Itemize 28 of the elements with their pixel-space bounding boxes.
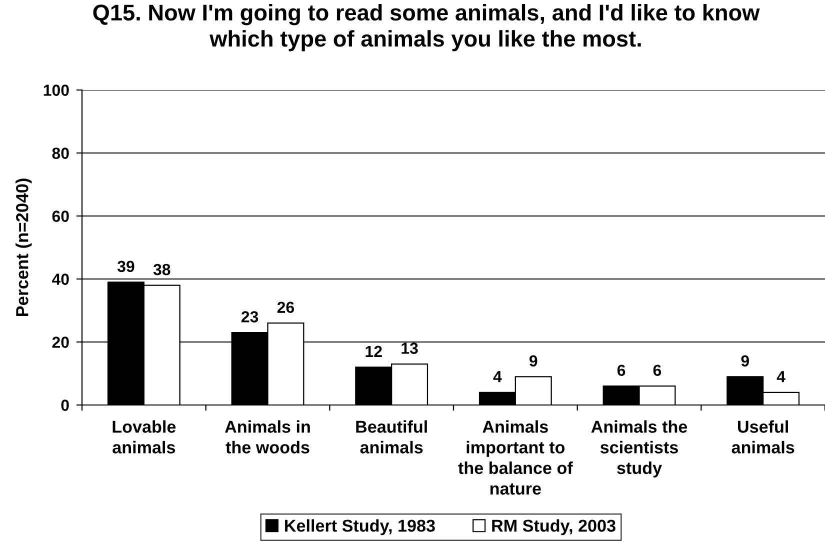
y-tick-label: 20 [52,336,69,348]
data-label: 23 [241,311,258,322]
legend-label: RM Study, 2003 [492,519,616,536]
chart-title: Q15. Now I'm going to read some animals, and I'd like to know which type of animals you like the most. [93,4,760,52]
data-label: 12 [366,346,382,357]
y-tick-label: 60 [52,210,69,222]
y-tick-label: 80 [52,148,69,159]
data-label: 4 [776,371,786,382]
x-tick-label: Animals in the woods [224,420,310,454]
data-label: 6 [653,364,662,376]
legend-label: Kellert Study, 1983 [285,519,435,536]
data-label: 26 [277,302,294,313]
data-label: 4 [493,371,502,382]
data-label: 9 [741,355,749,367]
data-label: 9 [529,355,538,367]
x-tick-label: Lovable animals [112,420,176,454]
y-tick-label: 40 [52,274,69,285]
x-tick-label: Useful animals [732,420,794,454]
x-tick-label: Animals important to the balance of nature [458,420,573,495]
x-tick-label: Animals the scientists study [591,420,688,478]
data-label: 39 [117,260,134,272]
y-axis-title: Percent (n=2040) [16,178,32,316]
data-label: 38 [153,264,170,276]
y-tick-label: 100 [44,84,69,96]
data-label: 6 [617,364,626,376]
y-tick-label: 0 [61,400,69,411]
data-label: 13 [402,342,418,354]
x-tick-label: Beautiful animals [356,420,427,454]
